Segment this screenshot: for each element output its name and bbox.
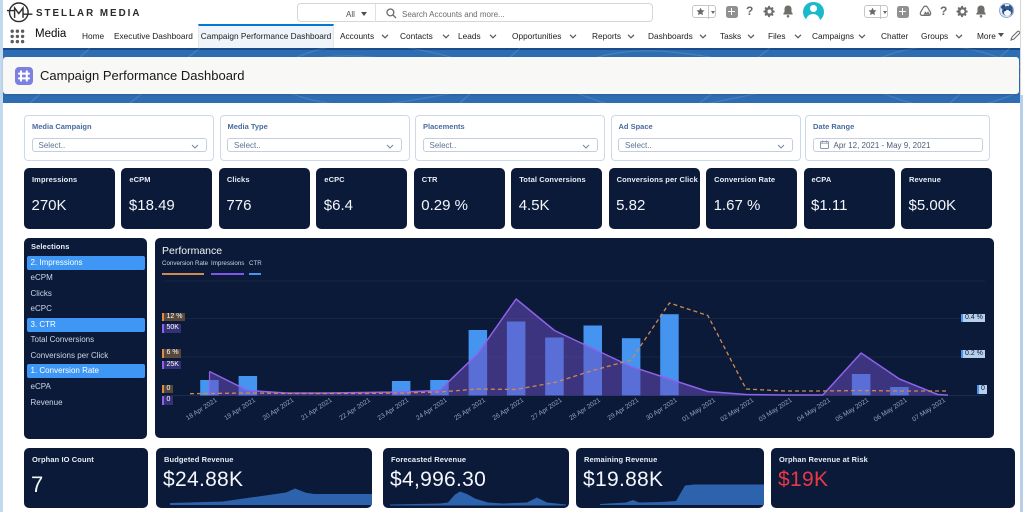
svg-text:20 Apr 2021: 20 Apr 2021 — [262, 396, 296, 421]
svg-text:27 Apr 2021: 27 Apr 2021 — [530, 396, 564, 421]
svg-text:30 Apr 2021: 30 Apr 2021 — [645, 396, 679, 421]
svg-text:25 Apr 2021: 25 Apr 2021 — [453, 396, 487, 421]
svg-text:29 Apr 2021: 29 Apr 2021 — [607, 396, 641, 421]
svg-text:26 Apr 2021: 26 Apr 2021 — [492, 396, 526, 421]
svg-text:23 Apr 2021: 23 Apr 2021 — [377, 396, 411, 421]
svg-text:03 May 2021: 03 May 2021 — [758, 396, 794, 423]
svg-text:06 May 2021: 06 May 2021 — [873, 396, 909, 423]
svg-text:24 Apr 2021: 24 Apr 2021 — [415, 396, 449, 421]
svg-text:02 May 2021: 02 May 2021 — [719, 396, 755, 423]
svg-text:18 Apr 2021: 18 Apr 2021 — [185, 396, 219, 421]
svg-text:28 Apr 2021: 28 Apr 2021 — [568, 396, 602, 421]
svg-text:04 May 2021: 04 May 2021 — [796, 396, 832, 423]
svg-text:21 Apr 2021: 21 Apr 2021 — [300, 396, 334, 421]
svg-text:19 Apr 2021: 19 Apr 2021 — [223, 396, 257, 421]
svg-text:05 May 2021: 05 May 2021 — [834, 396, 870, 423]
svg-text:22 Apr 2021: 22 Apr 2021 — [338, 396, 372, 421]
svg-text:01 May 2021: 01 May 2021 — [681, 396, 717, 423]
svg-text:07 May 2021: 07 May 2021 — [911, 396, 947, 423]
svg-text:STELLAR MEDIA: STELLAR MEDIA — [36, 8, 141, 19]
